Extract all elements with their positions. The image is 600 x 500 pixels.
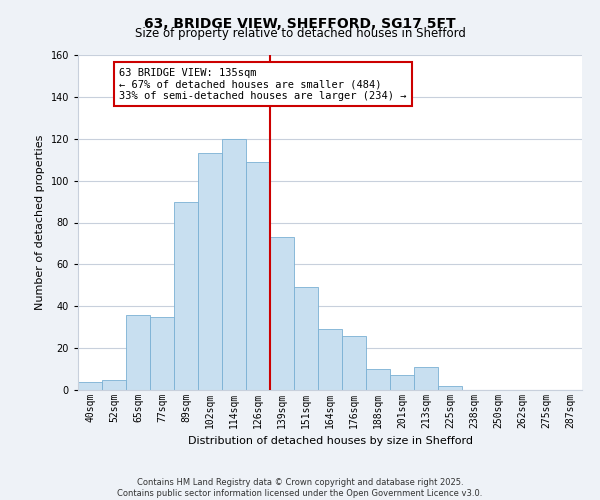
Bar — [294, 288, 318, 390]
Bar — [198, 154, 222, 390]
Bar — [102, 380, 126, 390]
Bar — [342, 336, 366, 390]
Text: Contains HM Land Registry data © Crown copyright and database right 2025.
Contai: Contains HM Land Registry data © Crown c… — [118, 478, 482, 498]
Bar — [414, 367, 438, 390]
Bar — [366, 369, 390, 390]
Bar — [246, 162, 270, 390]
Bar — [126, 314, 150, 390]
Text: 63 BRIDGE VIEW: 135sqm
← 67% of detached houses are smaller (484)
33% of semi-de: 63 BRIDGE VIEW: 135sqm ← 67% of detached… — [119, 68, 406, 101]
Bar — [390, 376, 414, 390]
Bar — [174, 202, 198, 390]
Bar — [270, 237, 294, 390]
Bar — [78, 382, 102, 390]
Text: 63, BRIDGE VIEW, SHEFFORD, SG17 5FT: 63, BRIDGE VIEW, SHEFFORD, SG17 5FT — [144, 18, 456, 32]
X-axis label: Distribution of detached houses by size in Shefford: Distribution of detached houses by size … — [187, 436, 473, 446]
Bar — [318, 330, 342, 390]
Text: Size of property relative to detached houses in Shefford: Size of property relative to detached ho… — [134, 28, 466, 40]
Bar — [150, 316, 174, 390]
Bar — [222, 138, 246, 390]
Y-axis label: Number of detached properties: Number of detached properties — [35, 135, 45, 310]
Bar — [438, 386, 462, 390]
